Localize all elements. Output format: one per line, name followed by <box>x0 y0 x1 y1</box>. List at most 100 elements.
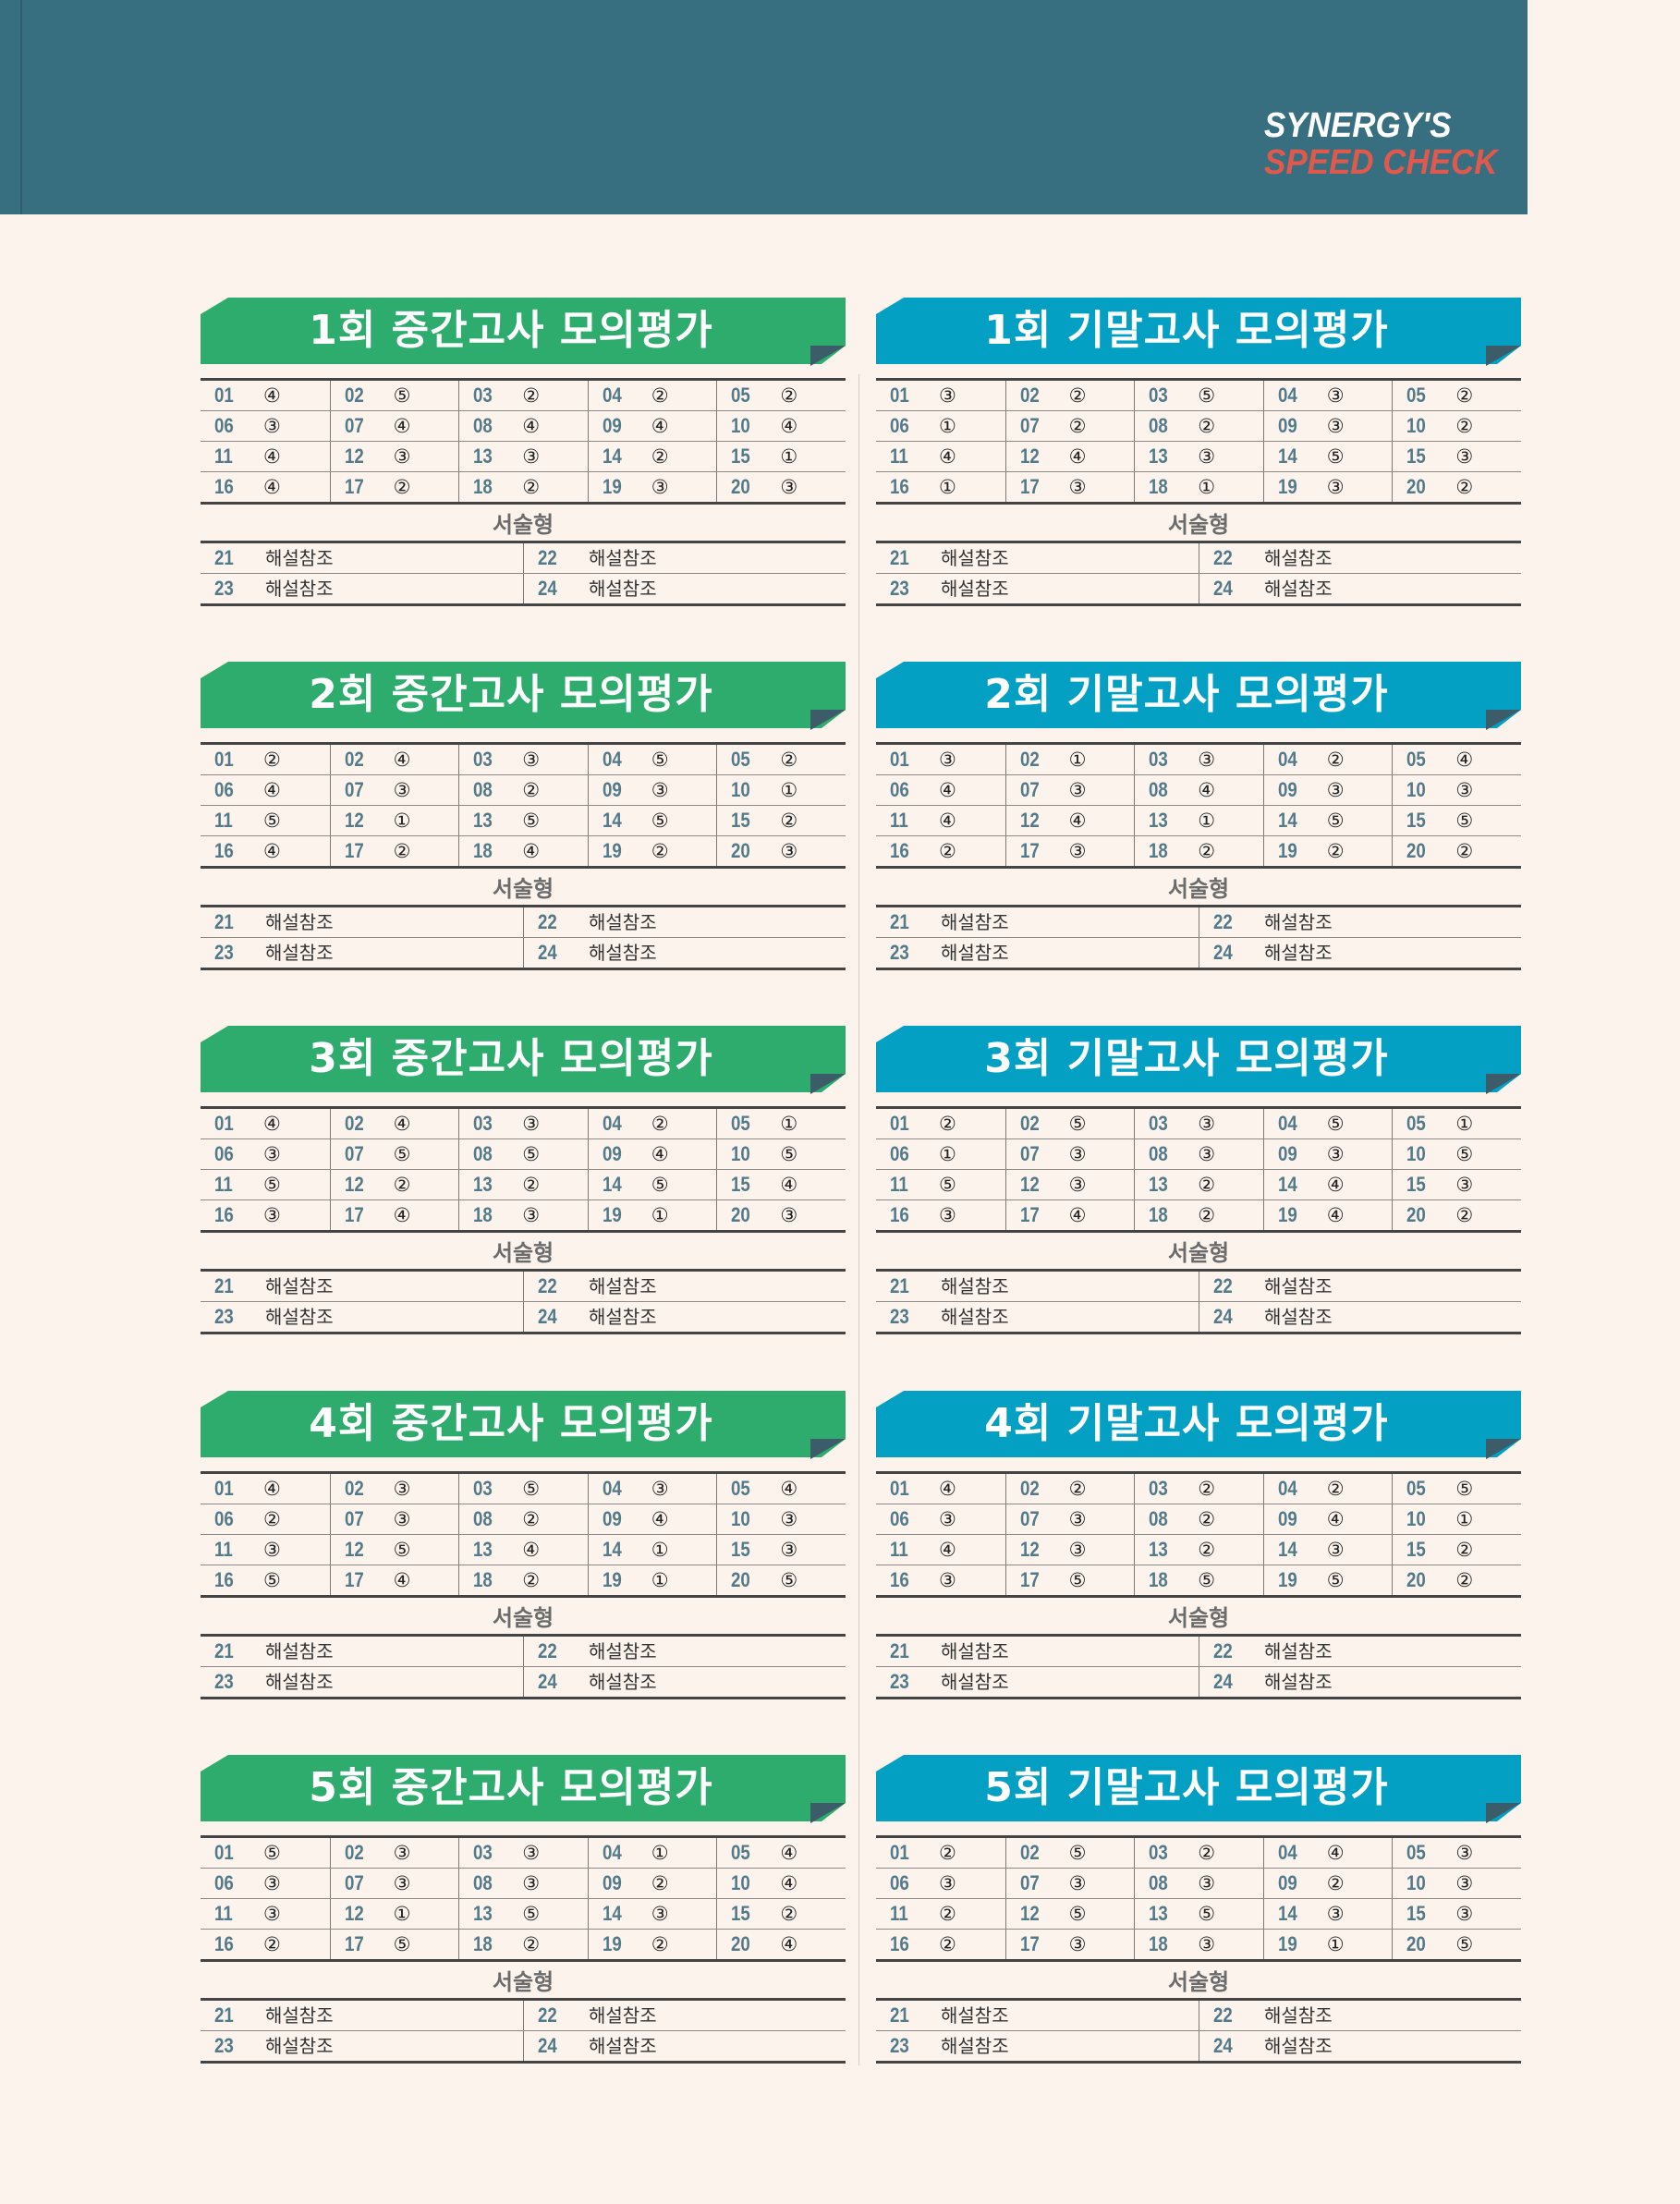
answer-cell: 13 ⑤ <box>458 1899 588 1929</box>
answer-cell: 02 ④ <box>329 1109 459 1139</box>
answer-choice: ③ <box>780 1204 798 1226</box>
answer-choice: ③ <box>522 1842 541 1864</box>
answer-choice: ③ <box>263 415 281 437</box>
answer-row: 06 ③ 07 ④ 08 ④ 09 ④ 10 ④ <box>201 410 846 441</box>
answer-cell: 13 ② <box>1134 1535 1263 1565</box>
question-number: 14 <box>602 809 622 832</box>
question-number: 23 <box>214 1305 234 1328</box>
answer-choice: ⑤ <box>1068 1903 1087 1925</box>
answer-choice: ② <box>651 1113 669 1135</box>
subjective-grid: 21 해설참조 22 해설참조 23 해설참조 24 해설참조 <box>876 541 1521 606</box>
question-number: 18 <box>473 1203 493 1226</box>
answer-choice: ⑤ <box>1326 1113 1345 1135</box>
answer-choice: ③ <box>1326 1539 1345 1561</box>
answer-block-final: 1회 기말고사 모의평가 01 ③ 02 ② 03 ⑤ 04 ③ 05 ② 06 ① 07 ② 08 ② 09 ③ 1… <box>876 298 1521 606</box>
answer-choice: ⑤ <box>939 1174 956 1196</box>
question-number: 19 <box>602 1203 622 1226</box>
answer-cell: 05 ④ <box>716 1474 846 1504</box>
question-number: 08 <box>473 778 493 801</box>
subjective-grid: 21 해설참조 22 해설참조 23 해설참조 24 해설참조 <box>876 905 1521 970</box>
answer-choice: ③ <box>1198 1872 1216 1894</box>
answer-choice: ③ <box>1455 1174 1474 1196</box>
answer-choice: ② <box>939 1903 956 1925</box>
answer-cell: 19 ① <box>1262 1930 1393 1959</box>
answer-choice: ② <box>1198 415 1216 437</box>
question-number: 08 <box>1149 414 1168 437</box>
answer-cell: 18 ③ <box>458 1200 588 1230</box>
answer-row: 16 ⑤ 17 ④ 18 ② 19 ① 20 ⑤ <box>201 1565 846 1595</box>
question-number: 15 <box>731 444 751 468</box>
question-number: 05 <box>731 384 751 407</box>
answer-cell: 03 ② <box>1134 1474 1263 1504</box>
subjective-answer: 해설참조 <box>941 911 1009 933</box>
answer-row: 01 ③ 02 ② 03 ⑤ 04 ③ 05 ② <box>876 381 1521 410</box>
answer-cell: 06 ③ <box>201 1139 330 1169</box>
question-number: 22 <box>538 1274 557 1297</box>
question-number: 19 <box>602 475 622 498</box>
question-number: 10 <box>1406 778 1427 801</box>
subjective-cell: 21 해설참조 <box>876 543 1199 573</box>
answer-choice: ③ <box>1326 415 1345 437</box>
question-number: 23 <box>890 2034 909 2057</box>
question-number: 11 <box>890 1173 908 1196</box>
answer-choice: ④ <box>263 476 281 498</box>
answer-row: 01 ④ 02 ④ 03 ③ 04 ② 05 ① <box>201 1109 846 1139</box>
answer-cell: 18 ③ <box>1134 1930 1263 1959</box>
answer-cell: 11 ④ <box>201 442 330 471</box>
question-number: 03 <box>1149 748 1168 771</box>
answer-choice: ① <box>393 1903 411 1925</box>
answer-choice: ④ <box>780 1478 798 1500</box>
question-number: 22 <box>538 1639 557 1662</box>
answer-choice: ② <box>522 1933 541 1955</box>
question-number: 24 <box>538 577 557 600</box>
question-number: 20 <box>731 475 751 498</box>
answer-row: 06 ② 07 ③ 08 ② 09 ④ 10 ③ <box>201 1504 846 1534</box>
answer-choice: ③ <box>939 1508 956 1530</box>
answer-choice: ② <box>1198 1539 1216 1561</box>
question-number: 21 <box>214 910 234 933</box>
logo-line-1: SYNERGY'S <box>1264 106 1452 145</box>
answer-row: 16 ② 17 ③ 18 ② 19 ② 20 ② <box>876 835 1521 866</box>
question-number: 10 <box>1406 1142 1427 1165</box>
question-number: 13 <box>1149 1173 1168 1196</box>
answer-cell: 16 ④ <box>201 472 330 502</box>
answer-cell: 07 ③ <box>1004 1504 1135 1534</box>
answer-cell: 20 ② <box>1392 1200 1521 1230</box>
question-number: 24 <box>1213 941 1233 964</box>
subjective-cell: 24 해설참조 <box>1199 2031 1521 2061</box>
answer-block-final: 4회 기말고사 모의평가 01 ④ 02 ② 03 ② 04 ② 05 ⑤ 06 ③ 07 ③ 08 ② 09 ④ 1… <box>876 1391 1521 1699</box>
question-number: 04 <box>602 1841 622 1864</box>
answer-choice: ② <box>1455 415 1474 437</box>
answer-row: 16 ③ 17 ⑤ 18 ⑤ 19 ⑤ 20 ② <box>876 1565 1521 1595</box>
answer-choice: ④ <box>1068 1204 1087 1226</box>
question-number: 04 <box>1277 1112 1297 1135</box>
answer-choice: ③ <box>1068 476 1087 498</box>
answer-cell: 16 ③ <box>876 1200 1005 1230</box>
answer-cell: 14 ③ <box>587 1899 717 1929</box>
question-number: 06 <box>890 1142 909 1165</box>
answer-choice: ① <box>651 1539 669 1561</box>
answer-choice: ④ <box>393 415 411 437</box>
answer-cell: 11 ⑤ <box>201 1170 330 1199</box>
question-number: 21 <box>890 1274 909 1297</box>
subjective-row: 21 해설참조 22 해설참조 <box>876 907 1521 937</box>
subjective-answer: 해설참조 <box>265 911 334 933</box>
answer-cell: 13 ② <box>458 1170 588 1199</box>
subjective-row: 23 해설참조 24 해설참조 <box>876 573 1521 603</box>
subjective-grid: 21 해설참조 22 해설참조 23 해설참조 24 해설참조 <box>201 541 846 606</box>
question-number: 15 <box>1406 1538 1427 1561</box>
answer-cell: 05 ② <box>716 381 846 410</box>
answer-cell: 19 ② <box>1262 836 1393 866</box>
question-number: 11 <box>214 1538 233 1561</box>
block-banner: 5회 중간고사 모의평가 <box>201 1755 846 1821</box>
answer-cell: 04 ② <box>1262 745 1393 774</box>
answer-choice: ③ <box>263 1903 281 1925</box>
question-number: 21 <box>890 2003 909 2027</box>
question-number: 24 <box>538 2034 557 2057</box>
subjective-answer: 해설참조 <box>941 1306 1009 1328</box>
question-number: 01 <box>214 384 234 407</box>
answer-choice: ④ <box>939 445 956 468</box>
subjective-answer: 해설참조 <box>1264 547 1333 569</box>
question-number: 10 <box>731 1142 751 1165</box>
answer-choice: ③ <box>522 1204 541 1226</box>
